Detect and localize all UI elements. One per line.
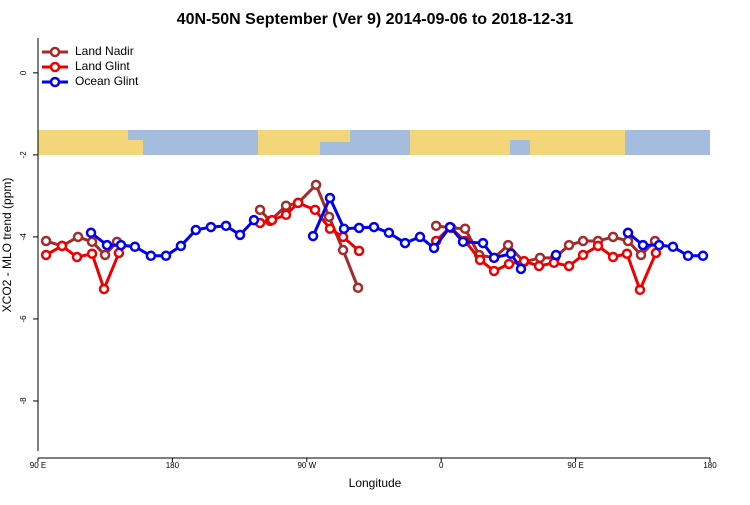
data-point [502,239,514,251]
data-point [383,227,395,239]
data-point [550,249,562,261]
data-point [577,235,589,247]
data-point [488,252,500,264]
data-point [637,239,649,251]
data-point [515,263,527,275]
data-point [337,231,349,243]
y-tick-label: 0 [19,70,28,75]
data-point [40,235,52,247]
data-point [220,220,232,232]
map-strip [38,130,710,155]
chart-title: 40N-50N September (Ver 9) 2014-09-06 to … [177,11,574,28]
data-point [205,221,217,233]
legend-marker [49,61,61,73]
data-point [338,223,350,234]
data-point [352,282,364,294]
data-point [607,251,619,263]
data-point [86,236,98,248]
x-tick-label: 90 W [297,461,316,470]
y-tick-label: -8 [19,397,28,405]
data-point [72,231,84,243]
x-tick-label: 90 E [567,461,583,470]
data-point [667,241,679,253]
data-point [503,258,515,270]
legend-label: Land Nadir [75,44,134,58]
data-point [634,284,646,296]
data-point [534,252,546,264]
data-point [71,251,83,263]
data-point [653,239,665,251]
data-point [592,240,604,252]
data-point [309,204,321,216]
data-point [98,283,110,295]
data-point [248,214,260,226]
data-point [533,260,545,272]
data-point [457,236,469,248]
data-point [175,240,187,252]
data-point [635,249,647,261]
data-point [190,224,202,236]
data-point [622,227,634,239]
legend-label: Ocean Glint [75,74,139,88]
data-point [697,250,709,262]
data-point [353,222,365,234]
series-line [435,224,658,294]
data-point [234,229,246,241]
data-point [280,209,292,221]
data-point [682,250,694,262]
y-tick-label: -2 [19,151,28,159]
x-tick-label: 180 [703,461,717,470]
y-tick-label: -4 [19,233,28,241]
data-point [622,235,634,247]
data-point [577,249,589,261]
data-point [459,223,471,234]
data-point [56,240,68,252]
legend-marker [49,46,61,58]
data-point [353,245,365,257]
y-tick-label: -6 [19,315,28,323]
data-point [40,249,52,261]
data-point [428,242,440,254]
legend-label: Land Glint [75,59,130,73]
data-point [280,200,292,211]
data-point [505,248,517,259]
x-axis-label: Longitude [349,476,402,490]
data-point [307,230,319,242]
data-point [86,248,98,259]
legend-marker [49,76,61,88]
data-point [266,214,278,226]
x-tick-label: 90 E [30,461,46,470]
x-tick-label: 180 [166,461,180,470]
data-point [254,204,266,216]
data-point [563,260,575,272]
data-point [160,250,172,262]
data-point [101,239,113,251]
data-point [337,244,349,256]
data-point [368,221,380,233]
data-point [310,179,322,191]
data-point [607,231,619,243]
data-point [324,192,336,204]
data-point [563,239,575,251]
data-point [115,239,127,251]
data-point [99,249,111,261]
x-tick-label: 0 [439,461,444,470]
data-point [444,221,456,233]
data-point [621,248,633,259]
data-point [323,211,335,223]
data-point [474,254,486,266]
data-point [430,220,442,232]
y-axis-label: XCO2 - MLO trend (ppm) [0,178,14,313]
data-point [292,197,304,209]
data-point [414,231,426,243]
data-point [399,237,411,249]
data-point [488,265,500,277]
data-point [477,237,489,249]
data-point [324,223,336,234]
data-point [129,241,141,253]
data-point [145,250,157,262]
data-point [85,227,97,239]
